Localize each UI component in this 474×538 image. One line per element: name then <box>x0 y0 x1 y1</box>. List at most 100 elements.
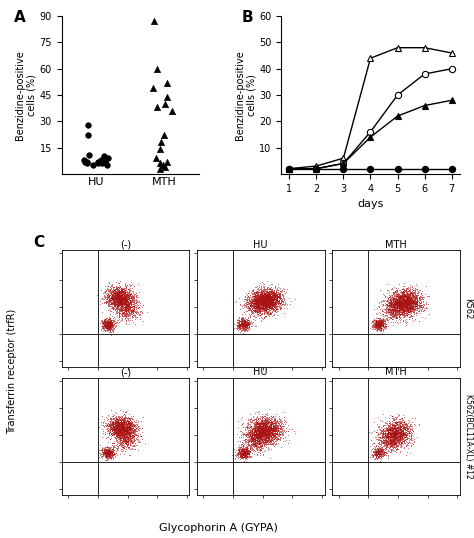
Point <box>258 298 265 307</box>
Point <box>267 294 274 303</box>
Point <box>415 299 422 308</box>
Point <box>383 305 390 313</box>
Point <box>253 294 261 303</box>
Point <box>383 316 391 325</box>
Point <box>392 432 399 441</box>
Point <box>125 428 133 437</box>
Point <box>393 302 401 311</box>
Point <box>122 434 130 443</box>
Point <box>242 294 249 303</box>
Point <box>107 298 115 306</box>
Point <box>398 295 406 303</box>
Point <box>111 443 119 452</box>
Point <box>274 297 282 306</box>
Point <box>388 430 395 438</box>
Point <box>382 449 390 457</box>
Point <box>125 426 132 435</box>
Point <box>109 282 117 291</box>
Point <box>255 430 263 438</box>
Point <box>261 293 268 302</box>
Point <box>256 427 264 435</box>
Point <box>121 299 129 307</box>
Point <box>106 319 113 328</box>
Point <box>117 424 125 433</box>
Point <box>390 427 397 435</box>
Point <box>238 452 246 461</box>
Point <box>255 436 263 445</box>
Point <box>407 420 414 429</box>
Point <box>394 429 401 437</box>
Point <box>109 296 116 305</box>
Point <box>253 301 260 309</box>
Point <box>397 305 405 314</box>
Point <box>252 296 260 305</box>
Point <box>99 321 107 330</box>
Point <box>259 296 266 305</box>
Point <box>374 430 382 438</box>
Point <box>269 295 277 303</box>
Point <box>132 308 139 317</box>
Point <box>261 431 268 440</box>
Point <box>413 303 421 312</box>
Point <box>267 426 275 434</box>
Point <box>243 449 250 457</box>
Point <box>116 450 123 458</box>
Point <box>124 295 132 304</box>
Point <box>258 300 266 309</box>
Point <box>392 440 400 448</box>
Point <box>245 318 252 327</box>
Point <box>249 295 256 304</box>
Point <box>105 426 112 435</box>
Point <box>102 317 109 326</box>
Point <box>270 298 277 307</box>
Point <box>113 305 121 313</box>
Point <box>115 422 122 430</box>
Point <box>114 429 122 437</box>
Point <box>119 434 127 443</box>
Point <box>106 321 113 329</box>
Point <box>105 320 112 329</box>
Point <box>392 427 400 435</box>
Point <box>263 301 271 309</box>
Point <box>259 451 267 459</box>
Point <box>402 301 410 309</box>
Point <box>127 436 134 444</box>
Point <box>251 294 258 302</box>
Point <box>118 298 126 307</box>
Point <box>250 315 257 323</box>
Point <box>118 305 125 313</box>
Point <box>423 292 431 301</box>
Point <box>395 299 402 308</box>
Point <box>372 320 380 329</box>
Point <box>254 433 262 441</box>
Point <box>109 316 116 324</box>
Point <box>115 296 122 305</box>
Point <box>130 421 138 430</box>
Point <box>102 293 109 301</box>
Point <box>374 448 382 457</box>
Point <box>280 287 288 295</box>
Point <box>263 433 270 442</box>
Point <box>271 434 279 442</box>
Point <box>241 449 248 457</box>
Point <box>132 419 140 428</box>
Point <box>114 287 122 295</box>
Point <box>259 428 266 436</box>
Point <box>115 426 122 435</box>
Point <box>114 424 121 433</box>
Point <box>263 422 271 430</box>
Point <box>281 422 288 430</box>
Point <box>256 436 264 444</box>
Point <box>106 297 113 306</box>
Point <box>391 423 399 431</box>
Point <box>381 448 389 456</box>
Point <box>252 420 260 429</box>
Point <box>401 300 409 308</box>
Point <box>380 427 388 435</box>
Point <box>266 296 274 305</box>
Point <box>378 439 385 448</box>
Point <box>238 447 246 455</box>
Point <box>246 300 254 309</box>
Point <box>97 319 104 328</box>
Point <box>239 319 247 328</box>
